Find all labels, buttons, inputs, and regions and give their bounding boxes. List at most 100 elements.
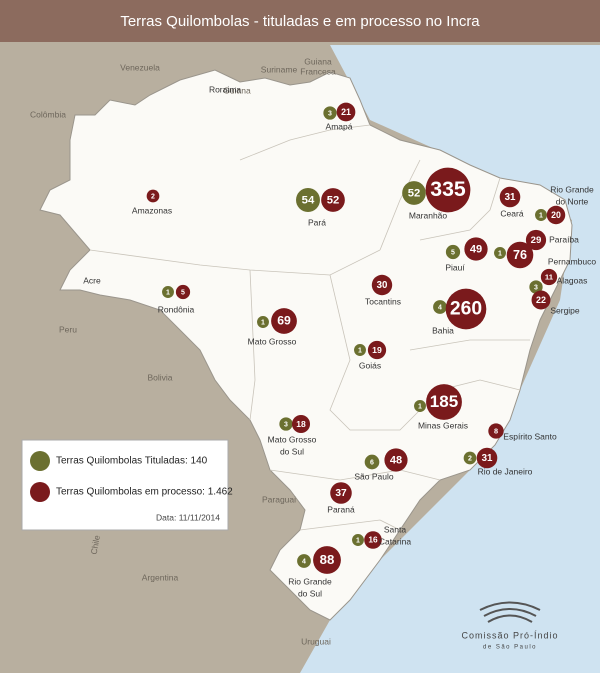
country-label: Paraguai (262, 494, 296, 504)
state-label: Sergipe (550, 305, 580, 315)
country-label: Colômbia (30, 109, 66, 119)
bubble (146, 189, 160, 203)
bubble (175, 284, 191, 300)
state-label: Amazonas (132, 205, 172, 215)
logo-sub: de São Paulo (483, 645, 537, 651)
bubble (271, 308, 297, 334)
bubble-value: 1 (358, 347, 362, 354)
bubble (529, 280, 543, 294)
header (0, 0, 600, 42)
bubble (499, 186, 521, 208)
bubble-value: 52 (327, 194, 340, 206)
bubble-value: 69 (277, 314, 291, 328)
bubble (535, 209, 547, 221)
bubble-value: 54 (302, 195, 315, 207)
bubble-value: 30 (377, 280, 388, 291)
bubble-value: 31 (505, 192, 516, 203)
title: Terras Quilombolas - tituladas e em proc… (120, 13, 480, 30)
state-label: Pernambuco (548, 256, 596, 266)
legend-swatch (30, 451, 50, 471)
bubble-value: 2 (151, 193, 155, 200)
state-label: Rio de Janeiro (478, 466, 533, 476)
legend-box (21, 439, 229, 531)
bubble-value: 4 (438, 304, 442, 311)
bubble (402, 181, 426, 205)
country-label: Uruguai (301, 636, 331, 646)
state-label: Espírito Santo (503, 431, 557, 441)
bubble (162, 286, 174, 298)
bubble (364, 454, 380, 470)
state-label: Piauí (445, 262, 465, 272)
state-label: Alagoas (557, 275, 588, 285)
bubble (257, 316, 269, 328)
bubble-value: 335 (430, 177, 466, 201)
bubble (296, 188, 320, 212)
bubble (445, 288, 487, 330)
bubble (433, 300, 447, 314)
bubble (525, 229, 547, 251)
bubble (384, 448, 408, 472)
bubble-value: 16 (368, 535, 378, 545)
bubble-value: 49 (470, 243, 482, 255)
bubble (414, 400, 426, 412)
state-label: Rio Grande (288, 576, 332, 586)
state-label: Minas Gerais (418, 420, 468, 430)
bubble (367, 340, 387, 360)
bubble-value: 3 (534, 284, 538, 291)
bubble (313, 546, 341, 574)
bubble-value: 1 (539, 212, 543, 219)
country-label: Venezuela (120, 62, 160, 72)
bubble (297, 554, 311, 568)
bubble-value: 2 (468, 455, 472, 462)
bubble (279, 417, 293, 431)
bubble-value: 20 (551, 210, 561, 220)
bubble-value: 1 (498, 250, 502, 257)
bubble-value: 18 (296, 419, 306, 429)
state-label: do Sul (298, 588, 322, 598)
bubble-value: 3 (328, 110, 332, 117)
country-label: Suriname (261, 64, 298, 74)
bubble-value: 21 (341, 107, 351, 117)
bubble-value: 19 (372, 345, 382, 355)
bubble-value: 1 (166, 289, 170, 296)
bubble (426, 384, 462, 420)
bubble-value: 1 (418, 403, 422, 410)
bubble (354, 344, 366, 356)
bubble (330, 482, 352, 504)
country-label: Guiana (223, 85, 251, 95)
state-label: Tocantins (365, 296, 401, 306)
ocean (300, 45, 600, 673)
state-borders (89, 124, 530, 531)
state-label: Rio Grande (550, 184, 594, 194)
bubble (323, 106, 337, 120)
country-label: Peru (59, 324, 77, 334)
country-label: Chile (89, 534, 102, 555)
state-label: Mato Grosso (248, 336, 297, 346)
bubble-value: 88 (320, 552, 335, 567)
legend-label: Terras Quilombolas Tituladas: 140 (56, 456, 208, 467)
state-label: Acre (83, 275, 101, 285)
bubble (364, 531, 382, 549)
bubble (425, 167, 471, 213)
bubble (352, 534, 364, 546)
bubble-value: 260 (450, 299, 482, 320)
logo: Comissão Pró-Índio de São Paulo (461, 601, 558, 651)
bubble-value: 4 (302, 558, 306, 565)
bubble-value: 3 (284, 421, 288, 428)
state-label: Bahia (432, 325, 454, 335)
bubble (476, 447, 498, 469)
bubble (336, 102, 356, 122)
bubble (464, 237, 488, 261)
bubble (445, 244, 461, 260)
state-label: São Paulo (354, 471, 393, 481)
bubble-value: 11 (545, 273, 554, 282)
country-label: Francesa (300, 66, 336, 76)
bubble-value: 76 (513, 248, 527, 262)
bubble-value: 52 (408, 187, 421, 199)
bubble-value: 48 (390, 454, 402, 466)
logo-mark (479, 601, 541, 623)
bubble-value: 31 (482, 453, 493, 464)
bubble-value: 6 (370, 459, 374, 466)
bubble-value: 5 (181, 289, 185, 296)
